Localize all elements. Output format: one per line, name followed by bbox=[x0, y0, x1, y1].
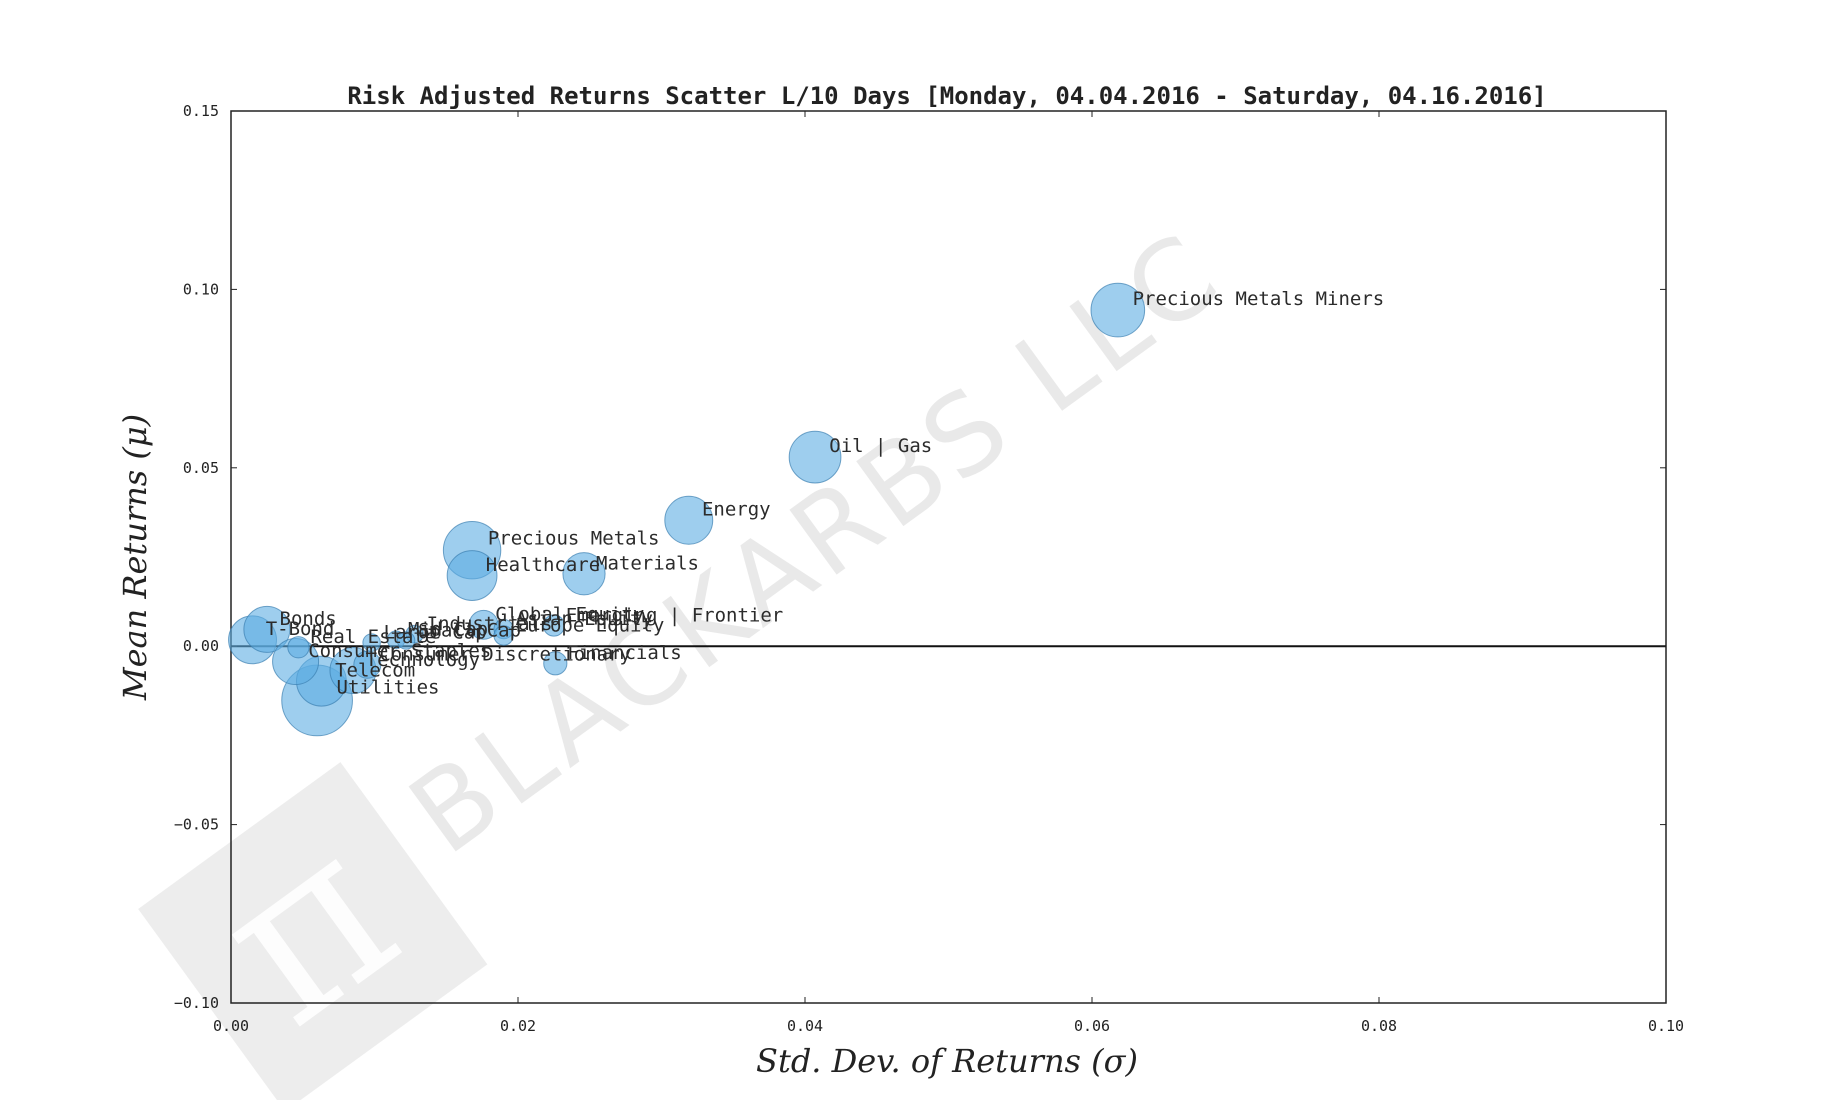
y-axis-label: Mean Returns (μ) bbox=[116, 414, 154, 701]
point-label: Precious Metals Miners bbox=[1133, 288, 1385, 310]
point-label: Asian Equity bbox=[516, 608, 653, 630]
y-tick-label: −0.05 bbox=[174, 816, 219, 834]
scatter-point bbox=[562, 552, 606, 596]
point-label: Precious Metals bbox=[488, 528, 660, 550]
scatter-point bbox=[543, 651, 568, 676]
scatter-point bbox=[493, 625, 514, 646]
y-tick-label: 0.05 bbox=[183, 459, 219, 477]
x-tick-label: 0.04 bbox=[787, 1017, 823, 1035]
point-label: Consumer Staples bbox=[308, 640, 491, 662]
point-label: Materials bbox=[596, 553, 699, 575]
point-label: Telecom bbox=[335, 659, 415, 681]
chart-title: Risk Adjusted Returns Scatter L/10 Days … bbox=[347, 82, 1546, 110]
point-label: Europe Equity bbox=[516, 614, 665, 636]
scatter-points bbox=[228, 282, 1146, 737]
scatter-point bbox=[396, 631, 416, 650]
scatter-point bbox=[287, 636, 310, 659]
point-label: Utilities bbox=[337, 677, 440, 699]
x-tick-label: 0.10 bbox=[1648, 1017, 1684, 1035]
y-tick-label: 0.15 bbox=[183, 102, 219, 120]
x-tick-label: 0.08 bbox=[1361, 1017, 1397, 1035]
point-label: Small Cap bbox=[418, 619, 521, 641]
point-label: Financials bbox=[567, 642, 681, 664]
scatter-point bbox=[446, 550, 498, 601]
scatter-point bbox=[664, 495, 714, 545]
point-label: Emerging | Frontier bbox=[566, 604, 783, 626]
point-label: Oil | Gas bbox=[829, 435, 932, 457]
point-label: Mid Cap bbox=[408, 619, 488, 641]
x-axis-label: Std. Dev. of Returns (σ) bbox=[756, 1042, 1138, 1080]
watermark-logo-box bbox=[138, 762, 488, 1100]
scatter-point bbox=[243, 605, 291, 653]
x-tick-label: 0.00 bbox=[213, 1017, 249, 1035]
x-tick-label: 0.02 bbox=[500, 1017, 536, 1035]
x-tick-label: 0.06 bbox=[1074, 1017, 1110, 1035]
y-tick-label: 0.10 bbox=[183, 280, 219, 298]
scatter-point bbox=[362, 633, 381, 652]
point-label: Industrials bbox=[427, 613, 553, 635]
point-label: Global Equity bbox=[496, 604, 645, 626]
scatter-point bbox=[788, 430, 842, 484]
point-label: Consumer Discretionary bbox=[379, 644, 631, 666]
scatter-point bbox=[353, 650, 382, 679]
scatter-point bbox=[542, 614, 566, 637]
scatter-point bbox=[1090, 282, 1146, 338]
point-label: T-Bond bbox=[266, 618, 335, 640]
point-label: Energy bbox=[702, 499, 771, 521]
plot-area bbox=[230, 110, 1667, 1004]
y-tick-label: 0.00 bbox=[183, 637, 219, 655]
point-label: Technology bbox=[366, 649, 480, 671]
y-tick-label: −0.10 bbox=[174, 994, 219, 1012]
point-label: Real Estate bbox=[310, 626, 436, 648]
axis-ticks: 0.00 0.02 0.04 0.06 0.08 0.10 0.15 0.10 0.05 0.00… bbox=[174, 102, 1684, 1035]
point-label: Large Cap bbox=[384, 621, 487, 643]
point-label: Bonds bbox=[280, 608, 337, 630]
point-label: Healthcare bbox=[486, 554, 600, 576]
point-labels: Precious Metals Miners Oil | Gas Energy Pre… bbox=[266, 288, 1385, 699]
